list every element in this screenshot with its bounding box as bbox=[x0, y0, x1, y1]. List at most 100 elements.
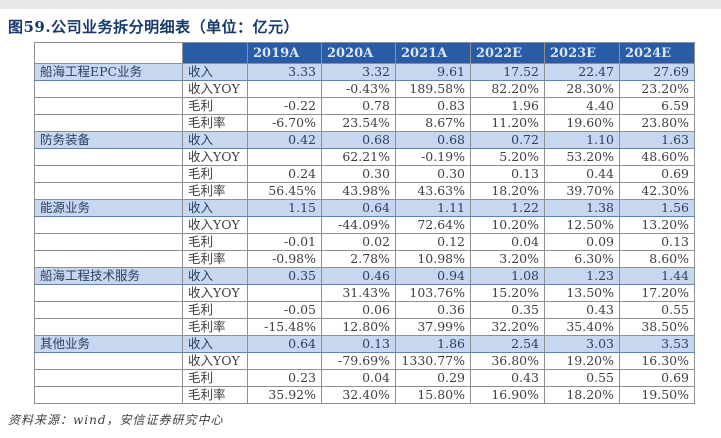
table-row: 毛利率 -15.48% 12.80% 37.99% 32.20% 35.40% 38.50% bbox=[34, 318, 695, 336]
table-row: 收入YOY 31.43% 103.76% 15.20% 13.50% 17.20% bbox=[34, 284, 695, 302]
year-header: 2021A bbox=[395, 42, 471, 64]
segment-name-cell: 防务装备 bbox=[34, 131, 183, 149]
value-cell: 1.86 bbox=[395, 335, 471, 353]
value-cell: 0.42 bbox=[247, 131, 322, 149]
value-cell: 0.94 bbox=[395, 267, 471, 285]
value-cell: 42.30% bbox=[619, 182, 695, 200]
value-cell: 13.20% bbox=[619, 216, 695, 234]
metric-label-cell: 毛利率 bbox=[182, 250, 248, 268]
value-cell bbox=[247, 284, 322, 302]
segment-column-header bbox=[34, 42, 183, 64]
value-cell: 0.04 bbox=[470, 233, 545, 251]
value-cell: 3.03 bbox=[544, 335, 620, 353]
segment-empty-cell bbox=[34, 386, 183, 404]
value-cell: 0.36 bbox=[395, 301, 471, 319]
metric-label-cell: 毛利率 bbox=[182, 386, 248, 404]
figure-title: 图59.公司业务拆分明细表（单位：亿元） bbox=[8, 18, 300, 36]
table-row: 毛利 0.24 0.30 0.30 0.13 0.44 0.69 bbox=[34, 165, 695, 183]
value-cell bbox=[247, 352, 322, 370]
table-row: 毛利 -0.22 0.78 0.83 1.96 4.40 6.59 bbox=[34, 97, 695, 115]
value-cell: -0.43% bbox=[321, 80, 396, 98]
value-cell: 0.78 bbox=[321, 97, 396, 115]
segment-empty-cell bbox=[34, 233, 183, 251]
value-cell: 3.32 bbox=[321, 63, 396, 81]
metric-label-cell: 毛利率 bbox=[182, 182, 248, 200]
table-header-row: 2019A 2020A 2021A 2022E 2023E 2024E bbox=[34, 42, 695, 64]
value-cell: 0.64 bbox=[321, 199, 396, 217]
value-cell: 16.90% bbox=[470, 386, 545, 404]
value-cell bbox=[247, 80, 322, 98]
metric-label-cell: 收入 bbox=[182, 267, 248, 285]
metric-label-cell: 毛利 bbox=[182, 301, 248, 319]
value-cell: 1.22 bbox=[470, 199, 545, 217]
segment-empty-cell bbox=[34, 318, 183, 336]
value-cell: 18.20% bbox=[544, 386, 620, 404]
value-cell: 1.63 bbox=[619, 131, 695, 149]
value-cell: -44.09% bbox=[321, 216, 396, 234]
metric-label-cell: 收入YOY bbox=[182, 80, 248, 98]
segment-empty-cell bbox=[34, 80, 183, 98]
value-cell: 23.80% bbox=[619, 114, 695, 132]
value-cell: 0.24 bbox=[247, 165, 322, 183]
segment-empty-cell bbox=[34, 148, 183, 166]
value-cell: 2.78% bbox=[321, 250, 396, 268]
metric-label-cell: 收入 bbox=[182, 63, 248, 81]
value-cell: 0.13 bbox=[321, 335, 396, 353]
value-cell: 32.20% bbox=[470, 318, 545, 336]
value-cell: 17.52 bbox=[470, 63, 545, 81]
metric-column-header bbox=[182, 42, 248, 64]
value-cell: -0.01 bbox=[247, 233, 322, 251]
value-cell: 38.50% bbox=[619, 318, 695, 336]
value-cell: 53.20% bbox=[544, 148, 620, 166]
value-cell: 0.69 bbox=[619, 165, 695, 183]
segment-empty-cell bbox=[34, 216, 183, 234]
value-cell: 6.30% bbox=[544, 250, 620, 268]
value-cell: 13.50% bbox=[544, 284, 620, 302]
segment-name-cell: 船海工程技术服务 bbox=[34, 267, 183, 285]
value-cell: 35.92% bbox=[247, 386, 322, 404]
value-cell: 8.67% bbox=[395, 114, 471, 132]
segment-empty-cell bbox=[34, 369, 183, 387]
value-cell: 32.40% bbox=[321, 386, 396, 404]
value-cell: 0.43 bbox=[470, 369, 545, 387]
value-cell: 1330.77% bbox=[395, 352, 471, 370]
table-row: 毛利 -0.05 0.06 0.36 0.35 0.43 0.55 bbox=[34, 301, 695, 319]
value-cell: -0.19% bbox=[395, 148, 471, 166]
value-cell: 0.09 bbox=[544, 233, 620, 251]
table-row: 收入YOY 62.21% -0.19% 5.20% 53.20% 48.60% bbox=[34, 148, 695, 166]
metric-label-cell: 收入 bbox=[182, 131, 248, 149]
year-header: 2023E bbox=[544, 42, 620, 64]
value-cell: 12.50% bbox=[544, 216, 620, 234]
value-cell: 0.64 bbox=[247, 335, 322, 353]
value-cell: 1.23 bbox=[544, 267, 620, 285]
table-row: 船海工程EPC业务 收入 3.33 3.32 9.61 17.52 22.47 27.69 bbox=[34, 63, 695, 81]
year-header: 2019A bbox=[247, 42, 322, 64]
value-cell: 0.44 bbox=[544, 165, 620, 183]
value-cell: 6.59 bbox=[619, 97, 695, 115]
segment-name-cell: 船海工程EPC业务 bbox=[34, 63, 183, 81]
value-cell: -15.48% bbox=[247, 318, 322, 336]
source-note: 资料来源：wind，安信证券研究中心 bbox=[8, 413, 224, 427]
table-row: 收入YOY -0.43% 189.58% 82.20% 28.30% 23.20% bbox=[34, 80, 695, 98]
value-cell: 0.06 bbox=[321, 301, 396, 319]
value-cell: 15.20% bbox=[470, 284, 545, 302]
value-cell: 0.13 bbox=[470, 165, 545, 183]
value-cell: 0.02 bbox=[321, 233, 396, 251]
value-cell: 19.60% bbox=[544, 114, 620, 132]
table-row: 收入YOY -79.69% 1330.77% 36.80% 19.20% 16.30% bbox=[34, 352, 695, 370]
table-row: 毛利率 -6.70% 23.54% 8.67% 11.20% 19.60% 23.80% bbox=[34, 114, 695, 132]
value-cell: -6.70% bbox=[247, 114, 322, 132]
metric-label-cell: 毛利 bbox=[182, 165, 248, 183]
year-header: 2024E bbox=[619, 42, 695, 64]
value-cell: -0.98% bbox=[247, 250, 322, 268]
value-cell: 0.55 bbox=[544, 369, 620, 387]
value-cell: 1.44 bbox=[619, 267, 695, 285]
table-row: 收入YOY -44.09% 72.64% 10.20% 12.50% 13.20% bbox=[34, 216, 695, 234]
value-cell: 22.47 bbox=[544, 63, 620, 81]
value-cell: 1.96 bbox=[470, 97, 545, 115]
metric-label-cell: 毛利率 bbox=[182, 114, 248, 132]
value-cell: 11.20% bbox=[470, 114, 545, 132]
value-cell: 103.76% bbox=[395, 284, 471, 302]
value-cell: 37.99% bbox=[395, 318, 471, 336]
value-cell: 9.61 bbox=[395, 63, 471, 81]
